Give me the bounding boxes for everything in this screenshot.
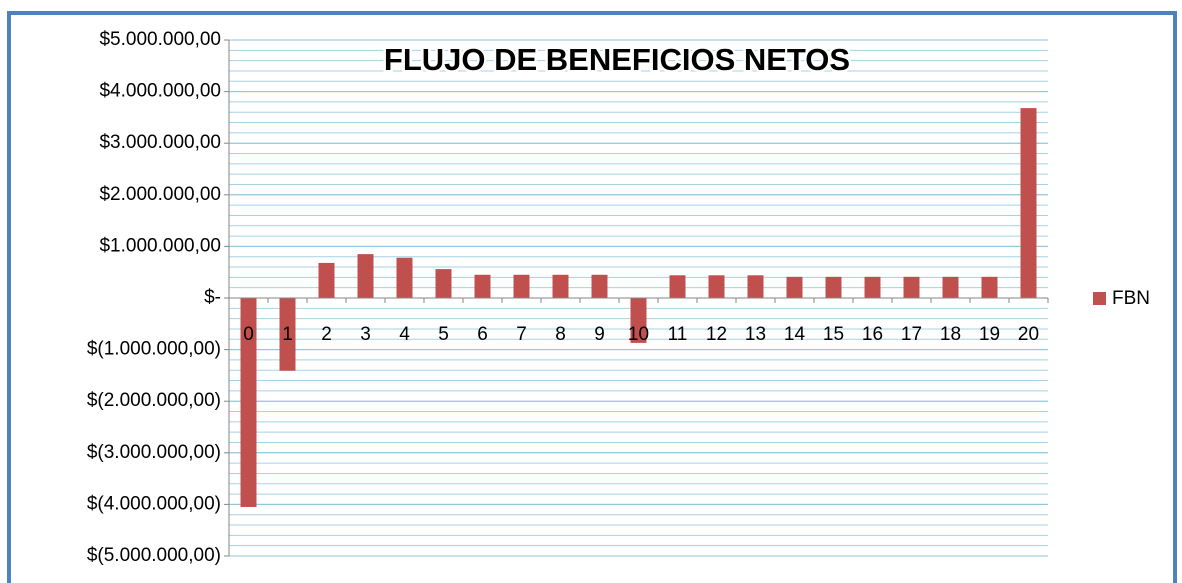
bar xyxy=(981,276,998,298)
bar xyxy=(435,269,452,298)
y-tick-label: $1.000.000,00 xyxy=(99,235,221,256)
y-tick-label: $5.000.000,00 xyxy=(99,29,221,50)
x-tick-label: 3 xyxy=(360,324,371,345)
legend-swatch xyxy=(1093,292,1106,305)
x-tick-label: 16 xyxy=(862,324,883,345)
y-tick-label: $(2.000.000,00) xyxy=(87,390,221,411)
bar xyxy=(240,298,257,507)
y-tick-label: $2.000.000,00 xyxy=(99,184,221,205)
bar xyxy=(708,275,725,298)
bar xyxy=(1020,108,1037,298)
bar xyxy=(825,276,842,298)
bar xyxy=(903,276,920,298)
x-tick-label: 19 xyxy=(979,324,1000,345)
x-tick-label: 18 xyxy=(940,324,961,345)
bar xyxy=(318,262,335,298)
y-tick-label: $(5.000.000,00) xyxy=(87,545,221,566)
bar xyxy=(864,276,881,298)
y-tick-label: $(3.000.000,00) xyxy=(87,442,221,463)
legend-label: FBN xyxy=(1112,288,1150,309)
x-tick-label: 4 xyxy=(399,324,410,345)
x-tick-label: 14 xyxy=(784,324,806,345)
x-tick-label: 15 xyxy=(823,324,844,345)
chart-title: FLUJO DE BENEFICIOS NETOS xyxy=(384,42,850,77)
x-tick-label: 9 xyxy=(594,324,605,345)
bar xyxy=(396,257,413,298)
x-tick-label: 1 xyxy=(282,324,293,345)
bar xyxy=(942,276,959,298)
x-tick-label: 0 xyxy=(243,324,254,345)
bar xyxy=(786,276,803,298)
x-tick-label: 6 xyxy=(477,324,488,345)
y-tick-label: $4.000.000,00 xyxy=(99,81,221,102)
x-tick-label: 5 xyxy=(438,324,449,345)
x-tick-label: 13 xyxy=(745,324,766,345)
bar xyxy=(747,275,764,298)
x-tick-label: 7 xyxy=(516,324,527,345)
bar xyxy=(474,274,491,298)
y-tick-label: $(4.000.000,00) xyxy=(87,493,221,514)
x-tick-label: 2 xyxy=(321,324,332,345)
bar xyxy=(552,274,569,298)
bar xyxy=(630,298,647,343)
x-tick-label: 10 xyxy=(628,324,649,345)
y-tick-label: $(1.000.000,00) xyxy=(87,339,221,360)
x-tick-label: 8 xyxy=(555,324,566,345)
y-tick-label: $- xyxy=(204,287,221,308)
x-tick-label: 12 xyxy=(706,324,727,345)
bar xyxy=(357,254,374,298)
bar xyxy=(279,298,296,371)
bar xyxy=(669,275,686,298)
bar xyxy=(591,274,608,298)
x-tick-label: 11 xyxy=(668,324,688,345)
bar xyxy=(513,274,530,298)
x-tick-label: 17 xyxy=(901,324,922,345)
x-tick-label: 20 xyxy=(1018,324,1039,345)
y-tick-label: $3.000.000,00 xyxy=(99,132,221,153)
